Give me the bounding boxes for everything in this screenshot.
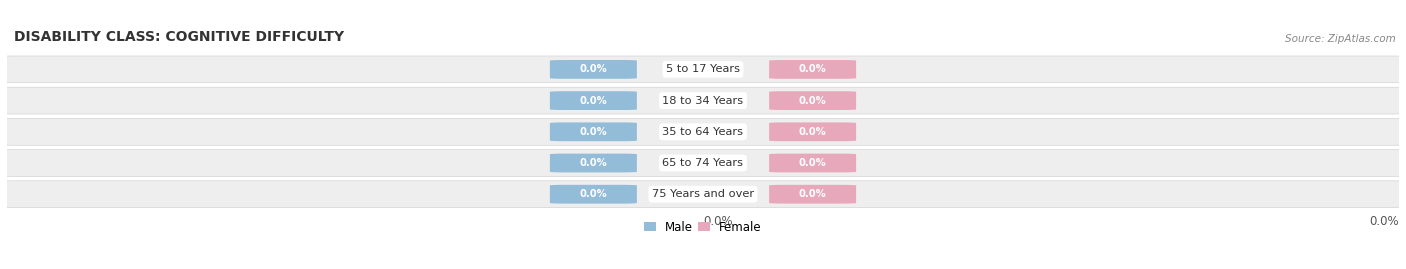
Text: 0.0%: 0.0% xyxy=(579,95,607,106)
Text: 0.0%: 0.0% xyxy=(579,64,607,75)
FancyBboxPatch shape xyxy=(0,150,1406,176)
Text: DISABILITY CLASS: COGNITIVE DIFFICULTY: DISABILITY CLASS: COGNITIVE DIFFICULTY xyxy=(14,30,344,44)
Text: 5 to 17 Years: 5 to 17 Years xyxy=(666,64,740,75)
FancyBboxPatch shape xyxy=(769,60,856,79)
Text: 0.0%: 0.0% xyxy=(799,64,827,75)
Text: 0.0%: 0.0% xyxy=(1369,215,1399,228)
FancyBboxPatch shape xyxy=(550,122,637,141)
Text: Source: ZipAtlas.com: Source: ZipAtlas.com xyxy=(1285,34,1396,44)
Text: 75 Years and over: 75 Years and over xyxy=(652,189,754,199)
FancyBboxPatch shape xyxy=(550,154,637,172)
Text: 0.0%: 0.0% xyxy=(799,95,827,106)
FancyBboxPatch shape xyxy=(769,154,856,172)
FancyBboxPatch shape xyxy=(769,91,856,110)
Text: 0.0%: 0.0% xyxy=(799,189,827,199)
FancyBboxPatch shape xyxy=(550,60,637,79)
Text: 65 to 74 Years: 65 to 74 Years xyxy=(662,158,744,168)
Text: 35 to 64 Years: 35 to 64 Years xyxy=(662,127,744,137)
FancyBboxPatch shape xyxy=(0,56,1406,83)
Text: 0.0%: 0.0% xyxy=(799,127,827,137)
Legend: Male, Female: Male, Female xyxy=(640,216,766,238)
FancyBboxPatch shape xyxy=(550,185,637,204)
FancyBboxPatch shape xyxy=(550,91,637,110)
Text: 0.0%: 0.0% xyxy=(799,158,827,168)
FancyBboxPatch shape xyxy=(769,185,856,204)
Text: 0.0%: 0.0% xyxy=(579,127,607,137)
Text: 18 to 34 Years: 18 to 34 Years xyxy=(662,95,744,106)
Text: 0.0%: 0.0% xyxy=(579,189,607,199)
FancyBboxPatch shape xyxy=(769,122,856,141)
Text: 0.0%: 0.0% xyxy=(579,158,607,168)
FancyBboxPatch shape xyxy=(0,181,1406,208)
Text: 0.0%: 0.0% xyxy=(703,215,733,228)
FancyBboxPatch shape xyxy=(0,118,1406,145)
FancyBboxPatch shape xyxy=(0,87,1406,114)
